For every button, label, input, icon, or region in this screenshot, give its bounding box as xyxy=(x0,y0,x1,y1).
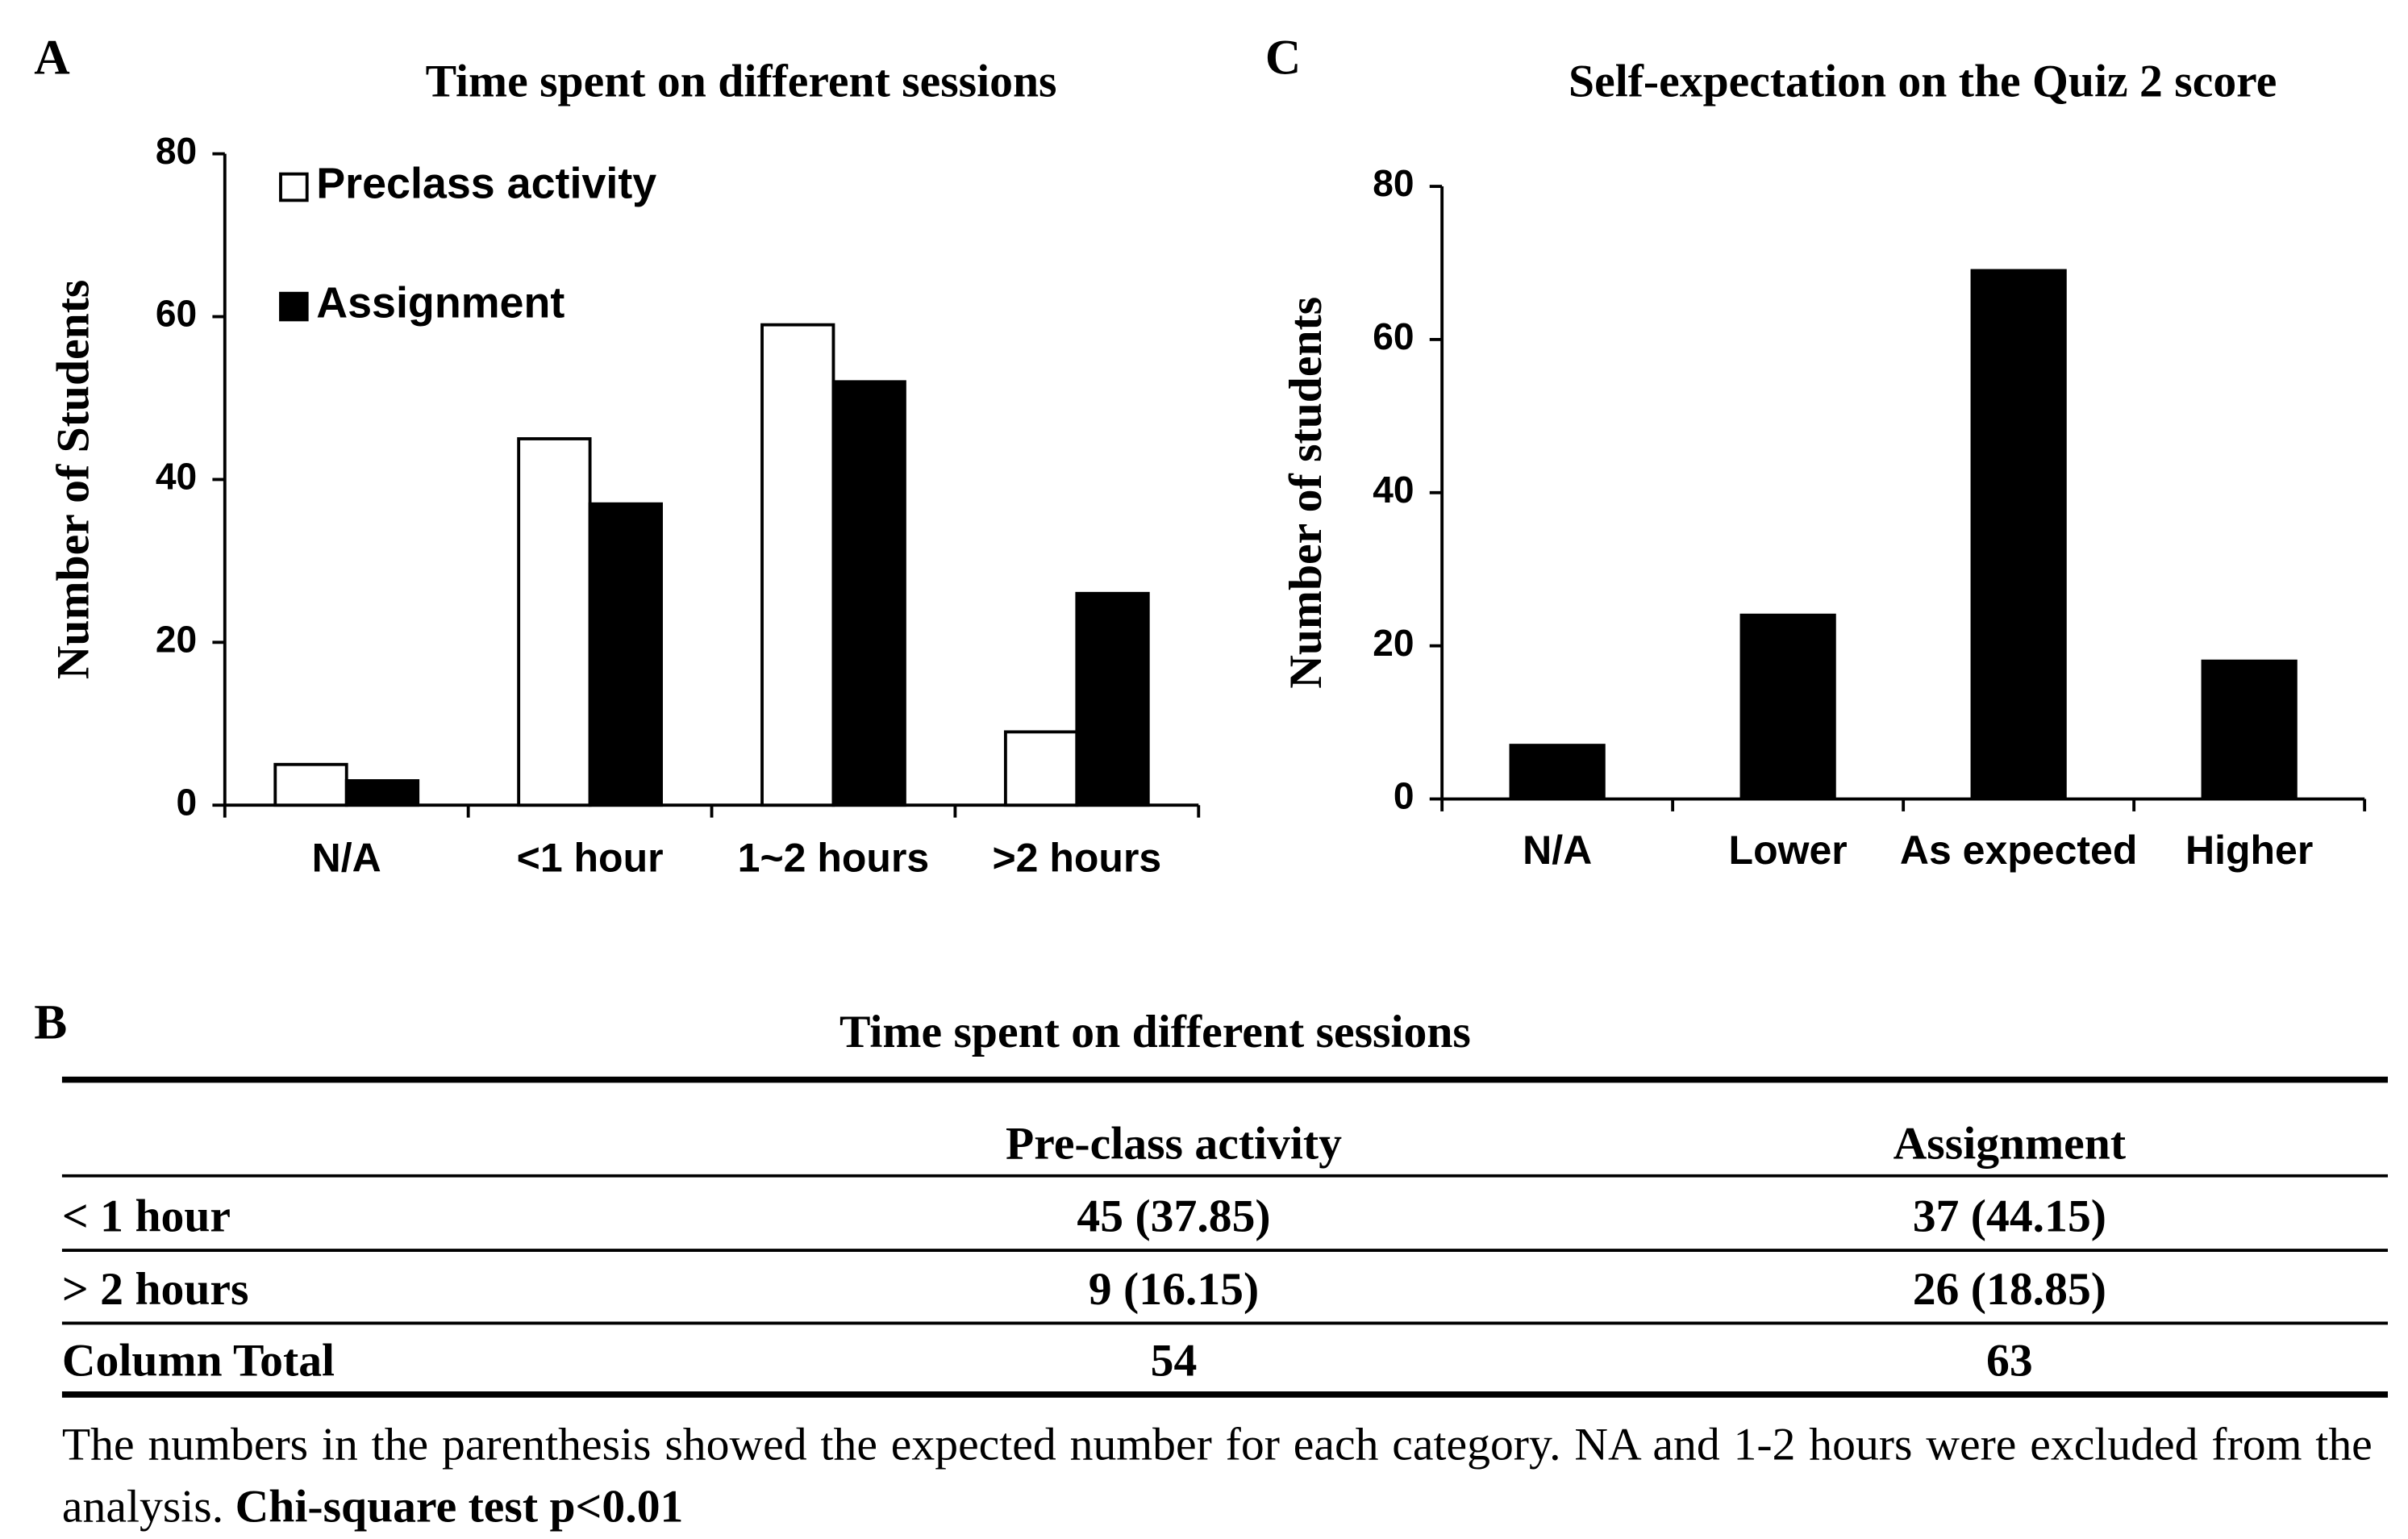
chart-title: Time spent on different sessions xyxy=(426,56,1057,106)
bar xyxy=(1003,730,1079,807)
y-tick-label: 80 xyxy=(1373,162,1414,204)
test-result: Chi-square test p<0.01 xyxy=(235,1481,684,1533)
x-tick-label: N/A xyxy=(1523,828,1592,873)
y-tick-label: 60 xyxy=(1373,315,1414,357)
legend-label: Assignment xyxy=(316,278,565,327)
row-label: Column Total xyxy=(62,1336,335,1387)
bar xyxy=(760,323,835,807)
panel-label: A xyxy=(34,30,69,85)
y-tick-label: 20 xyxy=(156,619,197,661)
chart-title: Self-expectation on the Quiz 2 score xyxy=(1569,56,2277,106)
legend-swatch xyxy=(279,291,309,322)
note-text: The numbers in the parenthesis showed th… xyxy=(62,1415,2373,1539)
y-tick-label: 20 xyxy=(1373,622,1414,664)
table-cell: 54 xyxy=(1151,1336,1198,1387)
table-cell: 26 (18.85) xyxy=(1913,1264,2106,1315)
x-tick-label: N/A xyxy=(312,836,381,881)
y-tick-label: 40 xyxy=(1373,469,1414,511)
y-tick-label: 60 xyxy=(156,293,197,335)
bar xyxy=(1739,613,1836,801)
panel-label: C xyxy=(1265,30,1301,85)
table-cell: 45 (37.85) xyxy=(1077,1191,1270,1242)
bar xyxy=(1970,269,2067,801)
bar xyxy=(517,437,592,807)
row-label: < 1 hour xyxy=(62,1191,231,1242)
bar xyxy=(273,762,348,807)
x-tick-label: As expected xyxy=(1900,828,2138,873)
table-note: The numbers in the parenthesis showed th… xyxy=(62,1415,2373,1539)
y-tick-label: 80 xyxy=(156,130,197,172)
y-tick-label: 0 xyxy=(1394,775,1414,817)
y-axis-label: Number of Students xyxy=(48,280,98,680)
y-axis-label: Number of students xyxy=(1281,297,1331,689)
bar xyxy=(1075,591,1150,807)
table-cell: 63 xyxy=(1986,1336,2033,1387)
x-tick-label: >2 hours xyxy=(992,836,1161,881)
legend-swatch xyxy=(279,172,309,202)
note: The numbers in the parenthesis showed th… xyxy=(61,1419,2373,1533)
bar xyxy=(831,380,906,807)
legend-label: Preclass activity xyxy=(316,159,656,207)
panel-label: B xyxy=(34,995,67,1049)
bar xyxy=(2201,659,2298,801)
column-header: Assignment xyxy=(1893,1118,2126,1169)
x-tick-label: Lower xyxy=(1729,828,1848,873)
x-tick-label: <1 hour xyxy=(517,836,664,881)
x-tick-label: 1~2 hours xyxy=(738,836,930,881)
row-label: > 2 hours xyxy=(62,1264,249,1315)
x-tick-label: Higher xyxy=(2185,828,2313,873)
bar xyxy=(1509,744,1606,801)
table-cell: 9 (16.15) xyxy=(1089,1264,1259,1315)
table-title: Time spent on different sessions xyxy=(839,1007,1471,1057)
column-header: Pre-class activity xyxy=(1006,1118,1342,1169)
bar xyxy=(588,502,663,807)
y-tick-label: 40 xyxy=(156,456,197,498)
bar xyxy=(344,779,420,807)
table-cell: 37 (44.15) xyxy=(1913,1191,2106,1242)
y-tick-label: 0 xyxy=(177,781,198,823)
